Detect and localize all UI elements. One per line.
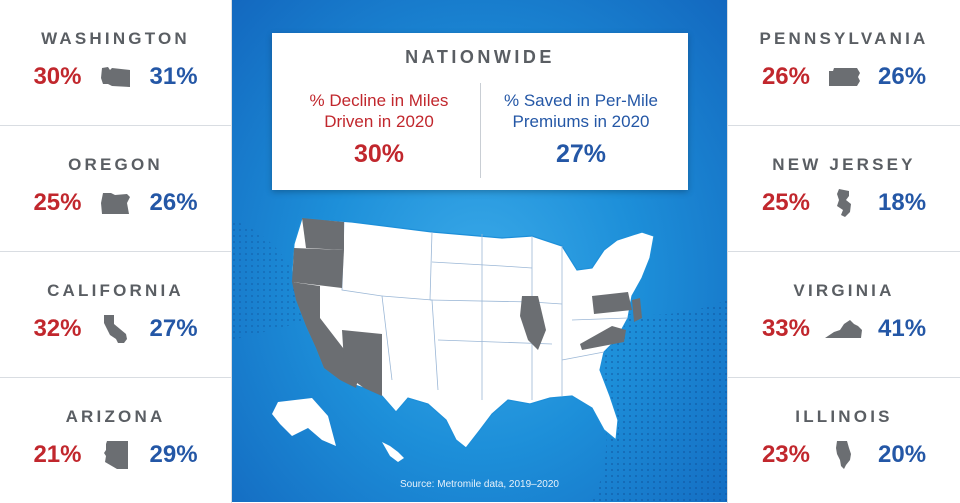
california-highlight bbox=[292, 282, 360, 388]
saved-value: 26% bbox=[149, 189, 198, 216]
decline-value: 23% bbox=[761, 441, 810, 468]
state-name: NEW JERSEY bbox=[772, 155, 916, 174]
decline-value: 30% bbox=[33, 63, 82, 90]
washington-state-icon bbox=[96, 62, 136, 92]
pennsylvania-highlight bbox=[592, 292, 632, 314]
pennsylvania-state-icon bbox=[824, 62, 864, 92]
state-name: CALIFORNIA bbox=[47, 281, 184, 300]
saved-value: 41% bbox=[878, 315, 927, 342]
state-name: OREGON bbox=[68, 155, 163, 174]
saved-value: 27% bbox=[149, 315, 198, 342]
arizona-state-icon bbox=[96, 440, 136, 470]
hawaii bbox=[382, 442, 404, 462]
left-state-column: WASHINGTON 30% 31% OREGON 25% 26% CALIFO… bbox=[0, 0, 232, 503]
state-cell-new-jersey: NEW JERSEY 25% 18% bbox=[727, 126, 960, 252]
decline-label: % Decline in Miles Driven in 2020 bbox=[309, 91, 449, 131]
map-panel: NATIONWIDE % Decline in Miles Driven in … bbox=[232, 0, 727, 502]
oregon-state-icon bbox=[96, 188, 136, 218]
virginia-state-icon bbox=[824, 314, 864, 344]
new-jersey-state-icon bbox=[824, 188, 864, 218]
state-name: ILLINOIS bbox=[795, 407, 893, 426]
state-cell-california: CALIFORNIA 32% 27% bbox=[0, 252, 232, 378]
virginia-highlight bbox=[580, 326, 626, 350]
decline-value: 26% bbox=[761, 63, 810, 90]
california-state-icon bbox=[96, 314, 136, 344]
illinois-state-icon bbox=[824, 440, 864, 470]
right-state-column: PENNSYLVANIA 26% 26% NEW JERSEY 25% 18% … bbox=[727, 0, 960, 503]
state-name: WASHINGTON bbox=[41, 29, 190, 48]
illinois-highlight bbox=[520, 296, 546, 350]
arizona-highlight bbox=[342, 330, 382, 396]
state-name: ARIZONA bbox=[65, 407, 166, 426]
saved-value: 20% bbox=[878, 441, 927, 468]
decline-value: 30% bbox=[353, 140, 405, 168]
saved-label: % Saved in Per-Mile Premiums in 2020 bbox=[503, 91, 658, 131]
card-divider bbox=[480, 83, 481, 178]
source-note: Source: Metromile data, 2019–2020 bbox=[400, 479, 559, 490]
decline-value: 32% bbox=[33, 315, 82, 342]
state-cell-washington: WASHINGTON 30% 31% bbox=[0, 0, 232, 126]
state-cell-oregon: OREGON 25% 26% bbox=[0, 126, 232, 252]
decline-value: 21% bbox=[33, 441, 82, 468]
state-name: VIRGINIA bbox=[793, 281, 895, 300]
decline-value: 25% bbox=[761, 189, 810, 216]
washington-highlight bbox=[302, 218, 344, 250]
decline-value: 33% bbox=[761, 315, 810, 342]
saved-column: % Saved in Per-Mile Premiums in 2020 27% bbox=[486, 90, 676, 169]
state-cell-virginia: VIRGINIA 33% 41% bbox=[727, 252, 960, 378]
nationwide-title: NATIONWIDE bbox=[405, 47, 555, 67]
saved-value: 29% bbox=[149, 441, 198, 468]
state-cell-pennsylvania: PENNSYLVANIA 26% 26% bbox=[727, 0, 960, 126]
saved-value: 18% bbox=[878, 189, 927, 216]
us-map bbox=[232, 217, 727, 502]
oregon-highlight bbox=[292, 248, 344, 288]
saved-value: 31% bbox=[149, 63, 198, 90]
saved-value: 26% bbox=[878, 63, 927, 90]
alaska bbox=[272, 398, 336, 446]
nationwide-card: NATIONWIDE % Decline in Miles Driven in … bbox=[272, 33, 688, 190]
new-jersey-highlight bbox=[632, 298, 642, 322]
state-cell-arizona: ARIZONA 21% 29% bbox=[0, 378, 232, 503]
decline-value: 25% bbox=[33, 189, 82, 216]
decline-column: % Decline in Miles Driven in 2020 30% bbox=[284, 90, 474, 169]
saved-value: 27% bbox=[555, 140, 607, 168]
state-name: PENNSYLVANIA bbox=[759, 29, 929, 48]
state-cell-illinois: ILLINOIS 23% 20% bbox=[727, 378, 960, 503]
